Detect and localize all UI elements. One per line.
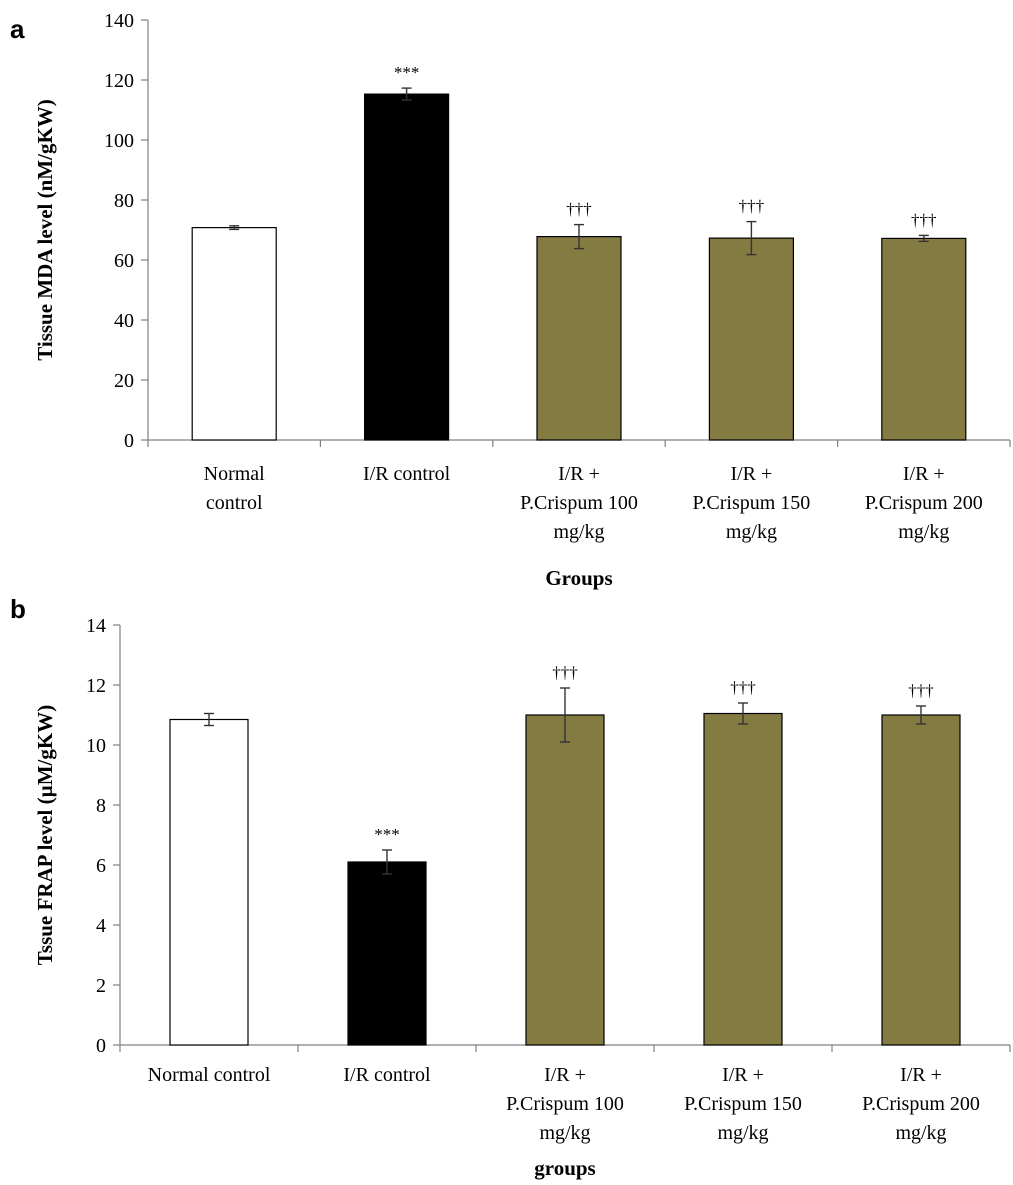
panel-b-bar-4 [703, 712, 783, 1046]
panel-a-category-label-3: mg/kg [553, 521, 604, 543]
panel-b-y-tick-label: 6 [96, 855, 106, 877]
panel-b-category-label-4: P.Crispum 150 [684, 1093, 802, 1115]
panel-a-y-tick-label: 140 [104, 10, 134, 32]
panel-a-bar-5 [881, 237, 967, 441]
panel-a-y-axis-title: Tissue MDA level (nM/gKW) [33, 99, 57, 361]
panel-b-error-bar-5 [916, 705, 926, 725]
panel-a-x-axis-title: Groups [545, 566, 612, 590]
panel-a-significance-label-3: ††† [566, 200, 592, 219]
panel-b-category-label-4: mg/kg [717, 1122, 768, 1144]
panel-b-category-label-3: mg/kg [539, 1122, 590, 1144]
panel-a-y-tick-label: 80 [114, 190, 134, 212]
panel-b-category-label-1: Normal control [148, 1064, 271, 1086]
panel-a-category-label-3: P.Crispum 100 [520, 492, 638, 514]
panel-b-y-tick-label: 12 [86, 675, 106, 697]
panel-a-y-tick-label: 0 [124, 430, 134, 452]
panel-b-category-label-5: mg/kg [895, 1122, 946, 1144]
panel-b-chart: b 0 2 4 6 8 10 12 14 Normal control *** I/R control… [10, 594, 1011, 1180]
panel-a-error-bar-5 [918, 234, 929, 243]
panel-a-bar-3 [536, 236, 622, 441]
panel-b-significance-label-2: *** [374, 825, 400, 844]
panel-a-error-bar-2 [401, 87, 412, 101]
panel-a-category-label-3: I/R + [558, 463, 600, 485]
panel-a-significance-label-5: ††† [911, 210, 937, 229]
panel-b-bar-2 [347, 861, 427, 1046]
panel-a-significance-label-2: *** [394, 63, 420, 82]
panel-a-bar-4 [708, 237, 795, 441]
panel-b-category-label-2: I/R control [343, 1064, 431, 1086]
panel-a-chart: a 0 20 40 60 80 100 120 140 Normal control *** I/R c… [10, 10, 1011, 590]
panel-b-x-axis-title: groups [534, 1156, 595, 1180]
panel-a-y-tick-label: 60 [114, 250, 134, 272]
panel-b-category-label-3: P.Crispum 100 [506, 1093, 624, 1115]
panel-b-error-bar-1 [204, 712, 214, 727]
panel-a-category-label-4: mg/kg [726, 521, 777, 543]
panel-b-category-label-5: I/R + [900, 1064, 942, 1086]
panel-b-bar-1 [169, 718, 249, 1046]
panel-a-category-label-1: control [206, 492, 263, 514]
panel-a-bar-2 [364, 93, 450, 441]
panel-a-category-label-2: I/R control [363, 463, 451, 485]
panel-a-category-label-5: I/R + [903, 463, 945, 485]
panel-b-y-tick-label: 10 [86, 735, 106, 757]
panel-a-y-tick-label: 100 [104, 130, 134, 152]
panel-a-category-label-4: I/R + [730, 463, 772, 485]
panel-b-error-bar-4 [738, 702, 748, 725]
panel-a-panel-letter: a [10, 14, 25, 44]
panel-a-y-tick-label: 20 [114, 370, 134, 392]
panel-b-y-tick-label: 14 [86, 615, 106, 637]
panel-a-error-bar-1 [229, 225, 240, 231]
panel-b-panel-letter: b [10, 594, 26, 624]
panel-a-category-label-4: P.Crispum 150 [692, 492, 810, 514]
panel-a-significance-label-4: ††† [739, 197, 765, 216]
panel-b-error-bar-3 [560, 687, 570, 743]
panel-b-significance-label-4: ††† [730, 678, 756, 697]
panel-b-y-tick-label: 2 [96, 975, 106, 997]
panel-a-category-label-5: mg/kg [898, 521, 949, 543]
panel-a-y-tick-label: 120 [104, 70, 134, 92]
panel-b-y-tick-label: 4 [96, 915, 106, 937]
panel-b-bar-5 [881, 714, 961, 1046]
panel-b-significance-label-3: ††† [552, 663, 578, 682]
panel-b-category-label-4: I/R + [722, 1064, 764, 1086]
panel-a-bar-1 [191, 227, 277, 441]
panel-b-y-tick-label: 8 [96, 795, 106, 817]
panel-b-y-tick-label: 0 [96, 1035, 106, 1057]
panel-b-category-label-3: I/R + [544, 1064, 586, 1086]
panel-b-bar-3 [525, 714, 605, 1046]
panel-a-y-tick-label: 40 [114, 310, 134, 332]
panel-a-category-label-1: Normal [204, 463, 266, 485]
panel-b-category-label-5: P.Crispum 200 [862, 1093, 980, 1115]
panel-a-error-bar-4 [746, 220, 757, 256]
panel-b-significance-label-5: ††† [908, 681, 934, 700]
panel-b-error-bar-2 [382, 849, 392, 875]
panel-a-category-label-5: P.Crispum 200 [865, 492, 983, 514]
panel-b-y-axis-title: Tssue FRAP level (µM/gKW) [33, 705, 57, 965]
panel-a-error-bar-3 [574, 223, 584, 250]
